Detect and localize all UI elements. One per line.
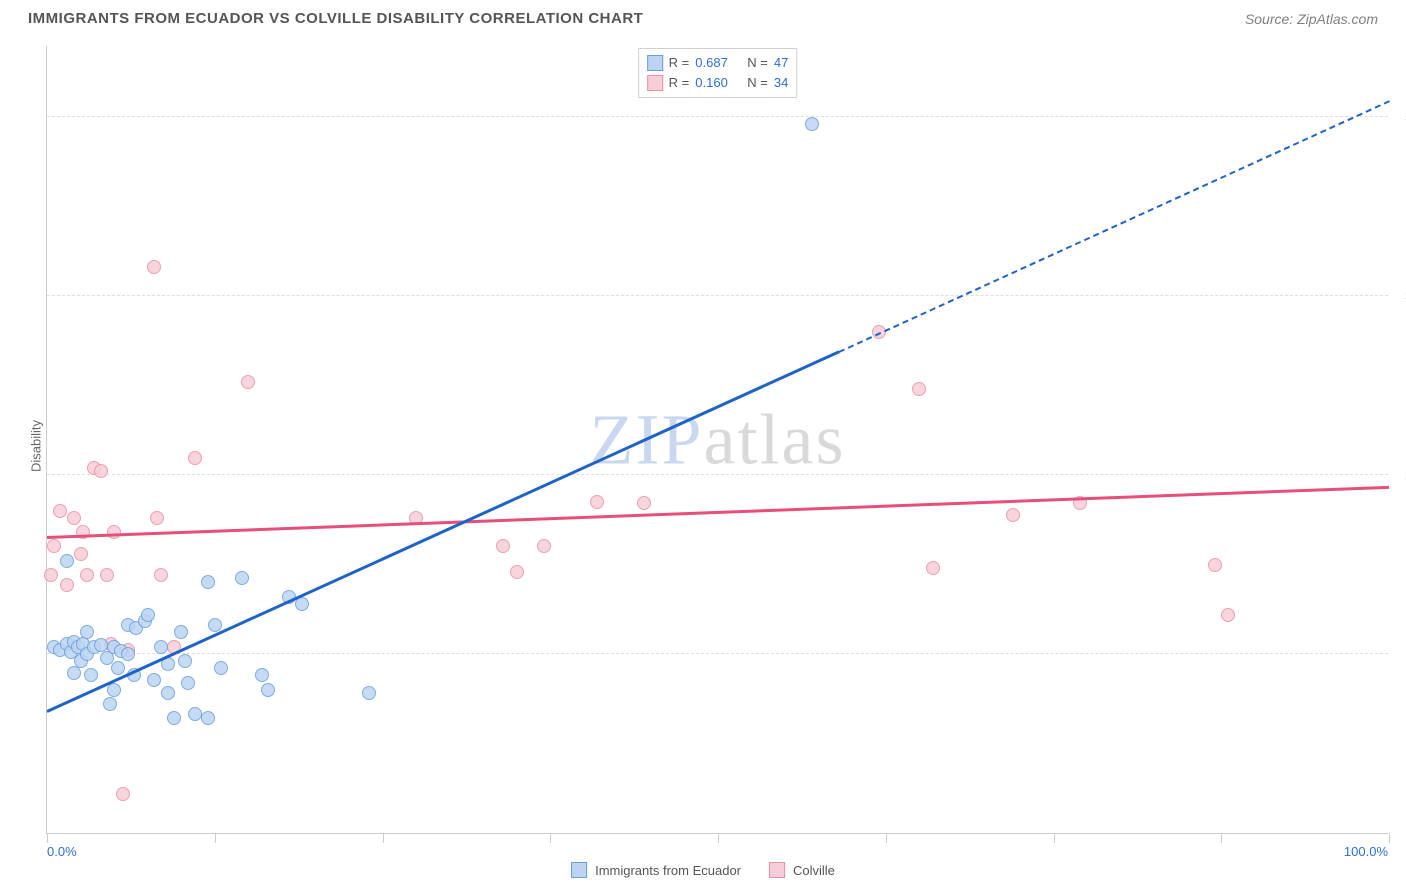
legend-label: Immigrants from Ecuador — [595, 863, 741, 878]
data-point — [496, 539, 510, 553]
gridline — [47, 116, 1388, 117]
data-point — [926, 561, 940, 575]
data-point — [167, 711, 181, 725]
gridline — [47, 474, 1388, 475]
trend-line — [47, 486, 1389, 539]
data-point — [116, 787, 130, 801]
scatter-plot-area: ZIPatlas R =0.687N =47R =0.160N =34 12.5… — [46, 46, 1388, 834]
data-point — [121, 647, 135, 661]
data-point — [590, 495, 604, 509]
data-point — [161, 686, 175, 700]
x-tick — [1221, 833, 1222, 843]
legend-swatch — [647, 55, 663, 71]
stats-legend: R =0.687N =47R =0.160N =34 — [638, 48, 798, 98]
data-point — [537, 539, 551, 553]
legend-item: Colville — [769, 862, 835, 878]
data-point — [53, 504, 67, 518]
x-tick — [47, 833, 48, 843]
data-point — [637, 496, 651, 510]
data-point — [362, 686, 376, 700]
data-point — [1006, 508, 1020, 522]
x-tick — [1054, 833, 1055, 843]
x-tick — [718, 833, 719, 843]
watermark: ZIPatlas — [590, 398, 846, 481]
gridline — [47, 653, 1388, 654]
data-point — [147, 673, 161, 687]
data-point — [60, 578, 74, 592]
x-tick — [550, 833, 551, 843]
series-legend: Immigrants from Ecuador Colville — [571, 862, 835, 878]
data-point — [912, 382, 926, 396]
stats-legend-row: R =0.160N =34 — [647, 73, 789, 93]
data-point — [255, 668, 269, 682]
x-tick — [215, 833, 216, 843]
y-axis-label: Disability — [29, 420, 44, 472]
data-point — [201, 711, 215, 725]
data-point — [241, 375, 255, 389]
data-point — [141, 608, 155, 622]
x-limit-label: 100.0% — [1344, 844, 1388, 859]
data-point — [1221, 608, 1235, 622]
legend-swatch — [647, 75, 663, 91]
data-point — [154, 640, 168, 654]
data-point — [1208, 558, 1222, 572]
data-point — [147, 260, 161, 274]
data-point — [111, 661, 125, 675]
data-point — [178, 654, 192, 668]
data-point — [94, 464, 108, 478]
data-point — [84, 668, 98, 682]
source-attribution: Source: ZipAtlas.com — [1245, 11, 1378, 27]
data-point — [235, 571, 249, 585]
data-point — [805, 117, 819, 131]
trend-line-extrapolated — [838, 100, 1389, 353]
data-point — [80, 568, 94, 582]
data-point — [154, 568, 168, 582]
data-point — [150, 511, 164, 525]
data-point — [103, 697, 117, 711]
data-point — [74, 547, 88, 561]
data-point — [510, 565, 524, 579]
legend-swatch — [769, 862, 785, 878]
data-point — [188, 451, 202, 465]
data-point — [47, 539, 61, 553]
data-point — [67, 511, 81, 525]
data-point — [214, 661, 228, 675]
x-tick — [383, 833, 384, 843]
x-tick — [1389, 833, 1390, 843]
legend-item: Immigrants from Ecuador — [571, 862, 741, 878]
stats-legend-row: R =0.687N =47 — [647, 53, 789, 73]
data-point — [60, 554, 74, 568]
legend-swatch — [571, 862, 587, 878]
x-tick — [886, 833, 887, 843]
data-point — [181, 676, 195, 690]
x-limit-label: 0.0% — [47, 844, 77, 859]
data-point — [188, 707, 202, 721]
data-point — [80, 625, 94, 639]
data-point — [201, 575, 215, 589]
chart-title: IMMIGRANTS FROM ECUADOR VS COLVILLE DISA… — [28, 10, 643, 27]
data-point — [107, 525, 121, 539]
data-point — [44, 568, 58, 582]
gridline — [47, 295, 1388, 296]
data-point — [100, 568, 114, 582]
data-point — [94, 638, 108, 652]
data-point — [174, 625, 188, 639]
data-point — [261, 683, 275, 697]
legend-label: Colville — [793, 863, 835, 878]
